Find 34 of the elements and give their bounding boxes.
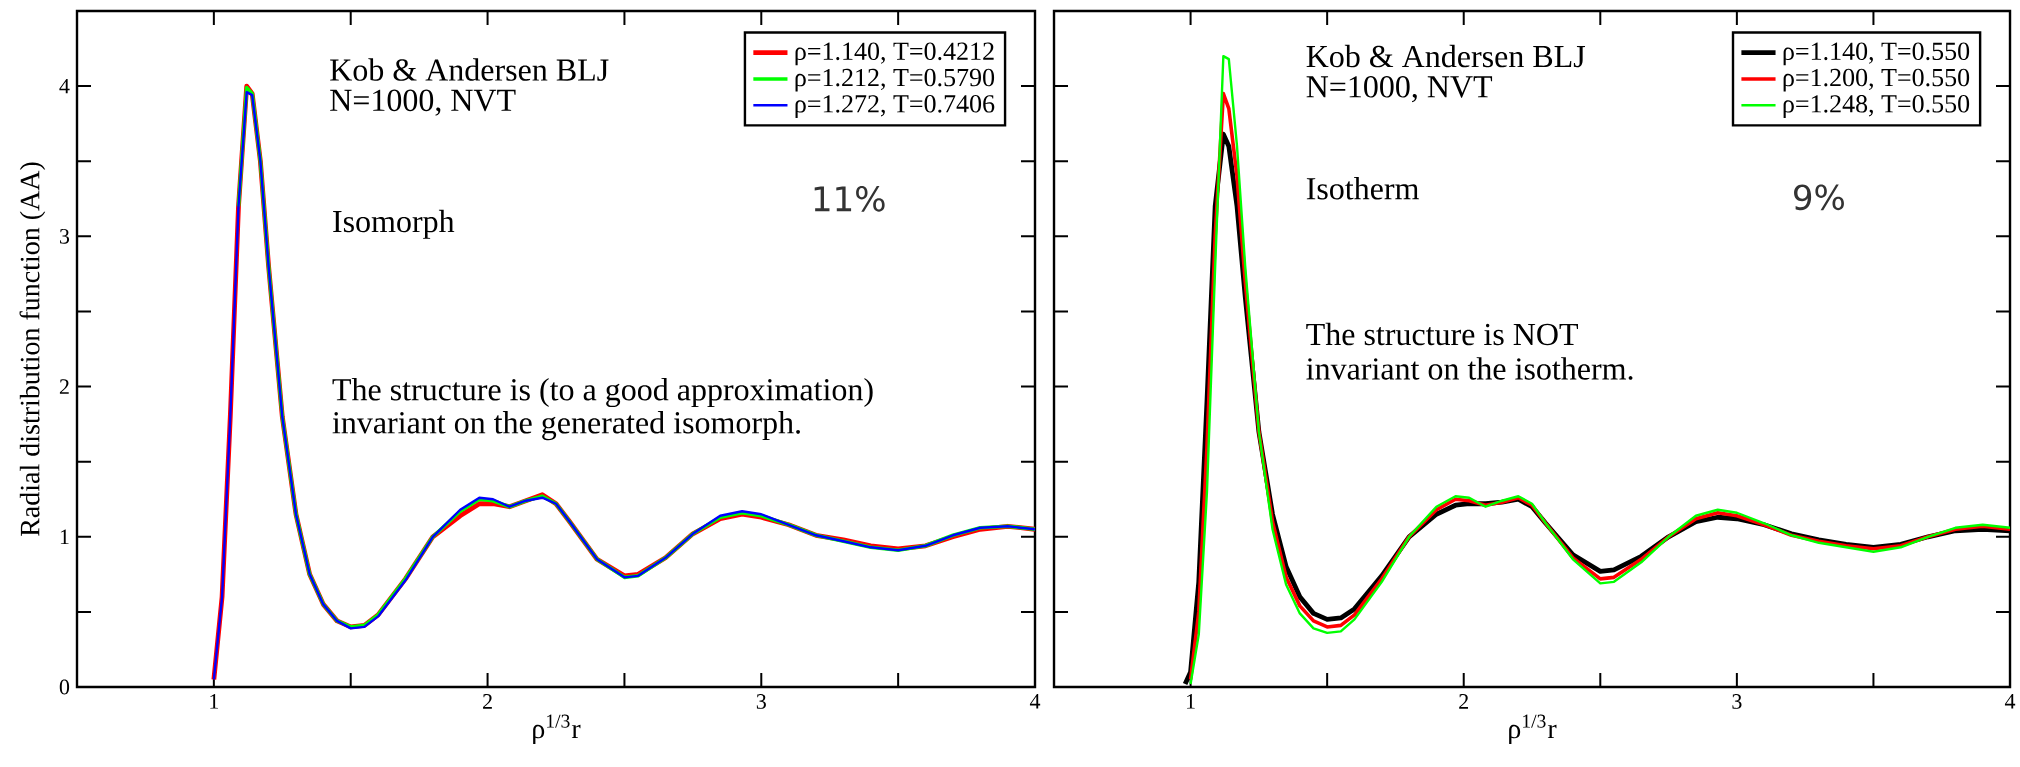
y-tick-label: 2 [59, 379, 69, 394]
legend-label: ρ=1.248, T=0.550 [1783, 95, 1970, 118]
annotation: 11% [814, 185, 885, 212]
x-axis-title: ρ$^{1/3}$r [533, 714, 581, 744]
legend-label: ρ=1.200, T=0.550 [1783, 68, 1970, 92]
annotation: Kob & Andersen BLJ [1306, 44, 1586, 68]
annotation: Isomorph [333, 209, 455, 239]
annotation: The structure is NOT [1306, 322, 1578, 346]
x-tick-label: 3 [1732, 694, 1742, 709]
annotation: invariant on the isotherm. [1306, 357, 1633, 380]
annotation: N=1000, NVT [1306, 76, 1493, 103]
annotation: The structure is (to a good approximation) [332, 378, 873, 408]
y-axis-title: Radial distribution function (AA) [19, 162, 46, 536]
x-tick-label: 1 [210, 694, 219, 709]
x-tick-label: 4 [2004, 694, 2016, 709]
annotation: invariant on the generated isomorph. [332, 411, 800, 441]
y-tick-label: 1 [60, 529, 69, 545]
x-tick-label: 2 [1459, 694, 1469, 709]
x-tick-label: 2 [483, 694, 492, 709]
x-tick-label: 1 [1187, 694, 1195, 709]
y-tick-label: 3 [60, 228, 70, 244]
annotation: Isotherm [1306, 177, 1419, 200]
annotation: N=1000, NVT [330, 89, 516, 116]
y-tick-label: 0 [59, 679, 70, 695]
legend-label: ρ=1.212, T=0.5790 [795, 68, 995, 92]
legend-label: ρ=1.140, T=0.550 [1783, 42, 1970, 66]
legend-label: ρ=1.140, T=0.4212 [795, 42, 994, 66]
x-axis-title: ρ$^{1/3}$r [1509, 714, 1557, 744]
legend-label: ρ=1.272, T=0.7406 [795, 95, 995, 118]
y-tick-label: 4 [59, 78, 70, 94]
annotation: Kob & Andersen BLJ [330, 58, 609, 81]
annotation: 9% [1794, 184, 1844, 211]
x-tick-label: 3 [756, 694, 766, 709]
x-tick-label: 4 [1029, 694, 1041, 709]
